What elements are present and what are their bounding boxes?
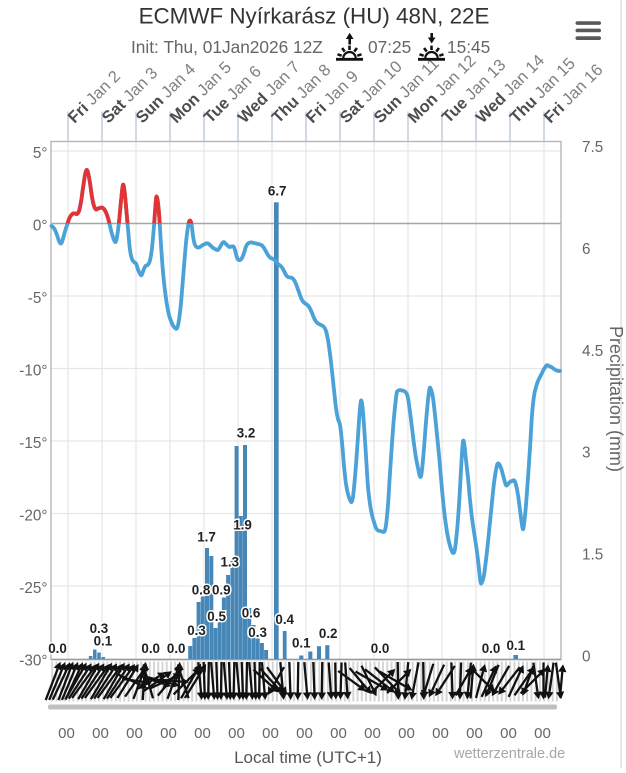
svg-text:00: 00: [500, 725, 517, 742]
svg-text:-5°: -5°: [28, 290, 48, 307]
svg-text:00: 00: [398, 725, 415, 742]
svg-text:0: 0: [582, 649, 591, 666]
svg-text:00: 00: [296, 725, 313, 742]
svg-text:0.0: 0.0: [482, 641, 501, 656]
svg-text:0.1: 0.1: [94, 634, 113, 649]
svg-text:1.9: 1.9: [233, 518, 252, 533]
svg-text:wetterzentrale.de: wetterzentrale.de: [453, 746, 565, 762]
svg-text:0.0: 0.0: [371, 641, 390, 656]
svg-text:0.9: 0.9: [212, 583, 231, 598]
svg-text:5°: 5°: [33, 145, 48, 162]
svg-text:0.4: 0.4: [275, 612, 294, 627]
svg-text:Local time (UTC+1): Local time (UTC+1): [234, 748, 382, 767]
svg-text:00: 00: [466, 725, 483, 742]
svg-text:00: 00: [534, 725, 551, 742]
svg-text:00: 00: [126, 725, 143, 742]
svg-text:00: 00: [432, 725, 449, 742]
svg-text:0°: 0°: [33, 218, 48, 235]
svg-text:0.0: 0.0: [167, 641, 186, 656]
svg-text:6.7: 6.7: [268, 184, 287, 199]
svg-text:Precipitation (mm): Precipitation (mm): [606, 326, 626, 472]
svg-text:00: 00: [160, 725, 177, 742]
svg-text:0.5: 0.5: [207, 609, 226, 624]
svg-text:ECMWF Nyírkarász (HU) 48N, 22E: ECMWF Nyírkarász (HU) 48N, 22E: [139, 4, 490, 29]
svg-text:7.5: 7.5: [582, 139, 603, 156]
svg-text:-30°: -30°: [19, 653, 47, 670]
svg-text:00: 00: [364, 725, 381, 742]
svg-text:0.0: 0.0: [141, 641, 160, 656]
svg-text:6: 6: [582, 241, 591, 258]
svg-text:1.5: 1.5: [582, 547, 603, 564]
svg-text:0.1: 0.1: [506, 638, 525, 653]
svg-text:0.3: 0.3: [90, 621, 109, 636]
svg-text:15:45: 15:45: [447, 37, 490, 57]
svg-text:00: 00: [262, 725, 279, 742]
svg-text:-20°: -20°: [19, 508, 47, 525]
svg-text:1.3: 1.3: [220, 555, 239, 570]
svg-text:07:25: 07:25: [368, 37, 411, 57]
svg-text:3: 3: [582, 445, 591, 462]
svg-text:3.2: 3.2: [237, 426, 256, 441]
svg-text:00: 00: [92, 725, 109, 742]
svg-text:00: 00: [194, 725, 211, 742]
svg-text:0.2: 0.2: [319, 626, 338, 641]
svg-text:0.3: 0.3: [248, 625, 267, 640]
svg-text:4.5: 4.5: [582, 343, 603, 360]
svg-text:0.8: 0.8: [192, 583, 211, 598]
svg-text:1.7: 1.7: [197, 530, 216, 545]
svg-text:-10°: -10°: [19, 363, 47, 380]
svg-text:00: 00: [228, 725, 245, 742]
svg-text:-25°: -25°: [19, 580, 47, 597]
svg-text:0.0: 0.0: [48, 641, 67, 656]
svg-text:-15°: -15°: [19, 435, 47, 452]
svg-text:00: 00: [58, 725, 75, 742]
svg-text:0.3: 0.3: [187, 623, 206, 638]
svg-text:0.6: 0.6: [242, 606, 261, 621]
svg-text:0.1: 0.1: [292, 636, 311, 651]
svg-text:00: 00: [330, 725, 347, 742]
svg-text:Init: Thu, 01Jan2026 12Z: Init: Thu, 01Jan2026 12Z: [131, 37, 323, 57]
